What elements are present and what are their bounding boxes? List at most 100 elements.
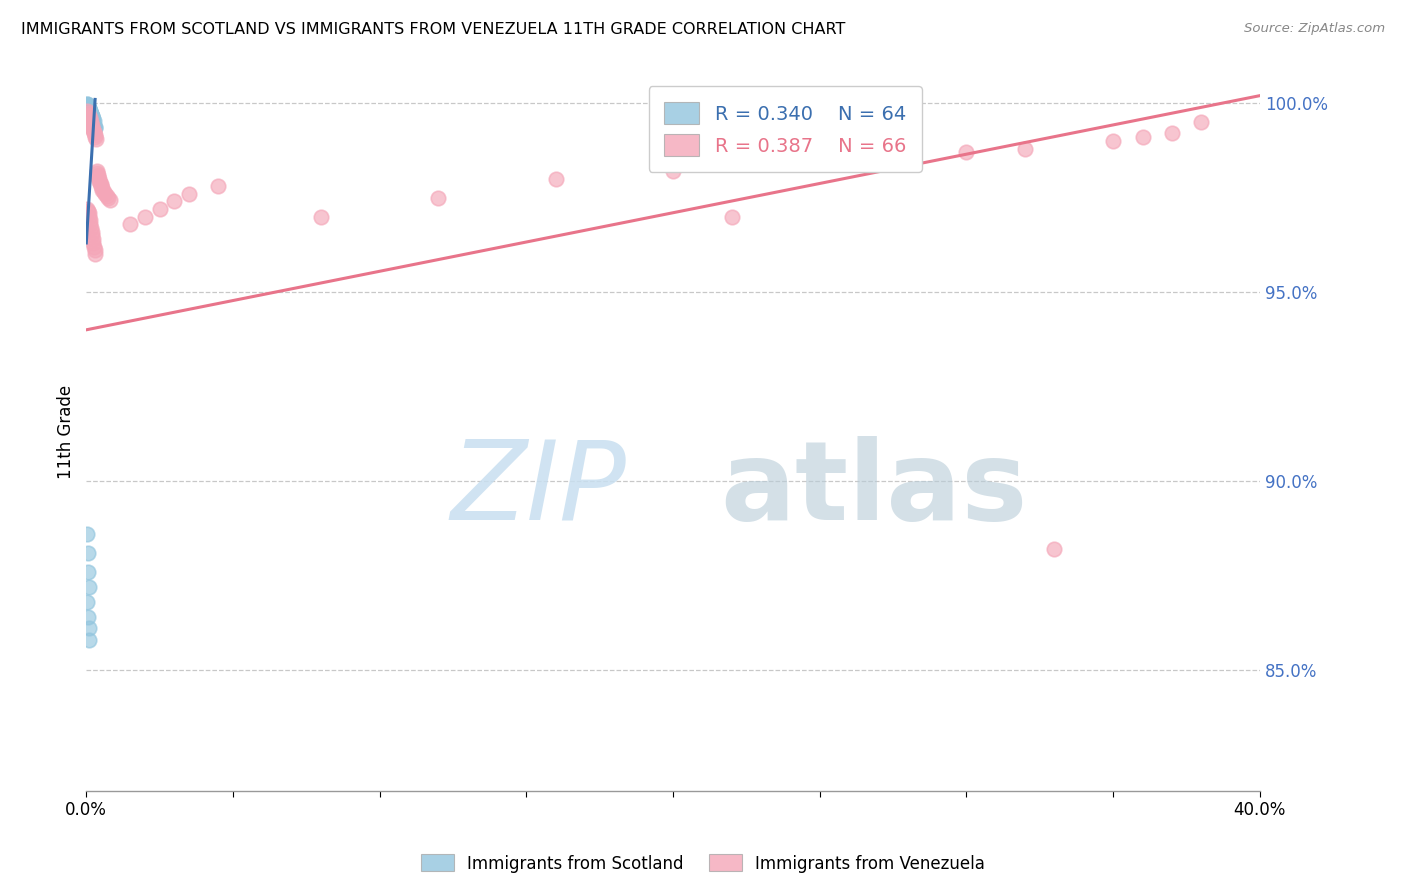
Point [97, 191, 120, 205]
Point [779, 156, 801, 170]
Point [120, 217, 142, 231]
Point [80, 115, 103, 129]
Point [207, 179, 229, 194]
Point [77, 621, 100, 635]
Point [76, 98, 98, 112]
Point [76, 102, 98, 116]
Text: atlas: atlas [720, 435, 1028, 542]
Point [80, 117, 103, 131]
Point [83, 114, 105, 128]
Point [77, 105, 100, 120]
Point [76, 595, 98, 609]
Point [955, 145, 977, 160]
Point [77, 103, 100, 118]
Point [91, 183, 114, 197]
Point [80, 107, 103, 121]
Point [80, 108, 103, 122]
Point [897, 149, 920, 163]
Point [76, 98, 98, 112]
Point [84, 247, 107, 261]
Point [87, 168, 110, 182]
Point [89, 173, 111, 187]
Point [77, 104, 100, 119]
Point [90, 178, 112, 192]
Point [90, 181, 112, 195]
Point [1160, 127, 1182, 141]
Point [76, 99, 98, 113]
Point [77, 565, 100, 579]
Text: IMMIGRANTS FROM SCOTLAND VS IMMIGRANTS FROM VENEZUELA 11TH GRADE CORRELATION CHA: IMMIGRANTS FROM SCOTLAND VS IMMIGRANTS F… [21, 22, 845, 37]
Point [76, 97, 98, 112]
Point [77, 210, 100, 224]
Point [1132, 130, 1154, 145]
Point [82, 110, 104, 124]
Point [1014, 142, 1036, 156]
Point [80, 119, 103, 133]
Point [77, 103, 100, 117]
Point [76, 526, 98, 541]
Point [83, 124, 105, 138]
Point [80, 110, 103, 124]
Text: ZIP: ZIP [450, 435, 626, 542]
Point [77, 103, 100, 117]
Point [720, 210, 742, 224]
Point [77, 203, 100, 218]
Point [82, 232, 104, 246]
Point [83, 128, 105, 143]
Point [80, 220, 103, 235]
Point [82, 116, 104, 130]
Point [82, 112, 104, 127]
Point [76, 100, 98, 114]
Point [79, 112, 101, 126]
Legend: R = 0.340    N = 64, R = 0.387    N = 66: R = 0.340 N = 64, R = 0.387 N = 66 [648, 87, 921, 172]
Point [90, 179, 112, 194]
Point [79, 105, 101, 120]
Point [76, 97, 98, 112]
Point [76, 546, 98, 560]
Point [1043, 541, 1066, 556]
Point [77, 107, 100, 121]
Point [1102, 134, 1125, 148]
Point [76, 99, 98, 113]
Point [76, 105, 98, 120]
Point [77, 610, 100, 624]
Point [80, 107, 103, 121]
Point [83, 127, 105, 141]
Point [163, 194, 186, 209]
Point [82, 228, 104, 243]
Point [77, 100, 100, 114]
Point [79, 106, 101, 120]
Point [80, 112, 103, 126]
Point [86, 166, 108, 180]
Point [83, 240, 105, 254]
Point [94, 186, 117, 201]
Point [77, 103, 100, 117]
Point [80, 115, 103, 129]
Point [79, 104, 101, 119]
Point [79, 213, 101, 227]
Point [82, 118, 104, 132]
Point [84, 130, 107, 145]
Point [77, 101, 100, 115]
Point [77, 100, 100, 114]
Point [77, 632, 100, 647]
Point [77, 101, 100, 115]
Point [89, 176, 111, 190]
Point [82, 120, 104, 135]
Point [79, 110, 101, 124]
Point [79, 110, 101, 124]
Point [83, 119, 105, 133]
Point [79, 104, 101, 119]
Point [79, 108, 101, 122]
Point [82, 117, 104, 131]
Point [77, 110, 100, 124]
Point [134, 210, 156, 224]
Y-axis label: 11th Grade: 11th Grade [58, 384, 75, 479]
Point [96, 188, 118, 202]
Point [80, 114, 103, 128]
Point [79, 107, 101, 121]
Point [1189, 115, 1212, 129]
Point [83, 120, 105, 134]
Point [79, 104, 101, 119]
Text: Source: ZipAtlas.com: Source: ZipAtlas.com [1244, 22, 1385, 36]
